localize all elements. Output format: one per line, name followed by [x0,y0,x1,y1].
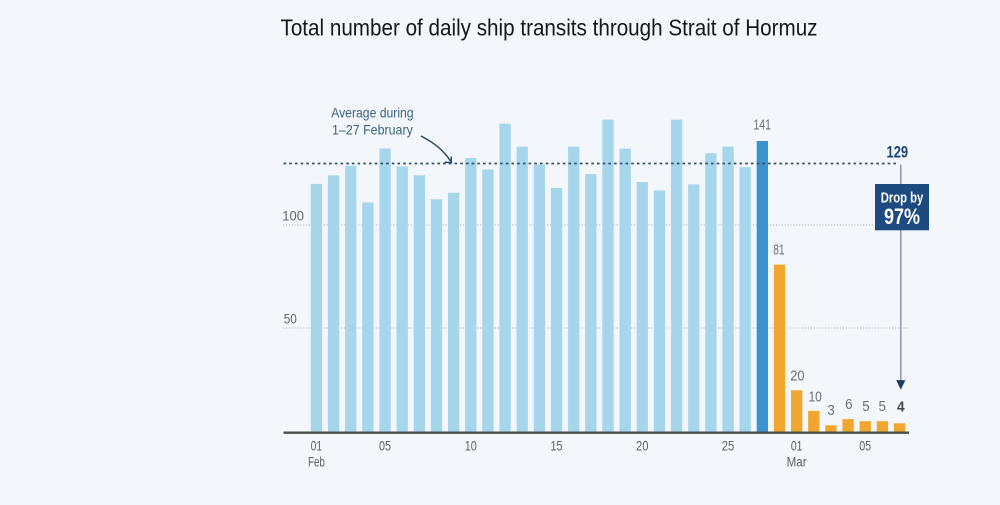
svg-text:50: 50 [284,312,297,327]
svg-text:Mar: Mar [787,455,807,470]
svg-text:3: 3 [827,402,834,419]
svg-text:10: 10 [465,439,477,454]
svg-text:Average during: Average during [331,104,413,120]
svg-text:81: 81 [773,242,784,259]
svg-text:100: 100 [282,209,304,224]
svg-text:15: 15 [551,439,563,454]
svg-text:1–27 February: 1–27 February [332,122,413,138]
svg-text:20: 20 [636,439,649,454]
svg-text:01: 01 [311,439,323,454]
svg-text:05: 05 [379,439,391,454]
svg-text:5: 5 [879,398,886,415]
svg-text:05: 05 [859,439,871,454]
svg-text:20: 20 [790,368,804,385]
svg-text:5: 5 [862,398,869,415]
svg-text:6: 6 [845,396,852,413]
svg-text:Feb: Feb [308,455,325,470]
svg-text:10: 10 [808,389,822,406]
svg-text:01: 01 [791,439,803,454]
svg-text:Total number of daily ship tra: Total number of daily ship transits thro… [281,15,818,41]
svg-text:141: 141 [753,117,771,134]
svg-text:Drop by: Drop by [881,189,924,206]
svg-text:4: 4 [897,398,905,415]
svg-text:97%: 97% [884,204,920,229]
svg-text:25: 25 [722,439,735,454]
svg-text:129: 129 [887,143,909,162]
